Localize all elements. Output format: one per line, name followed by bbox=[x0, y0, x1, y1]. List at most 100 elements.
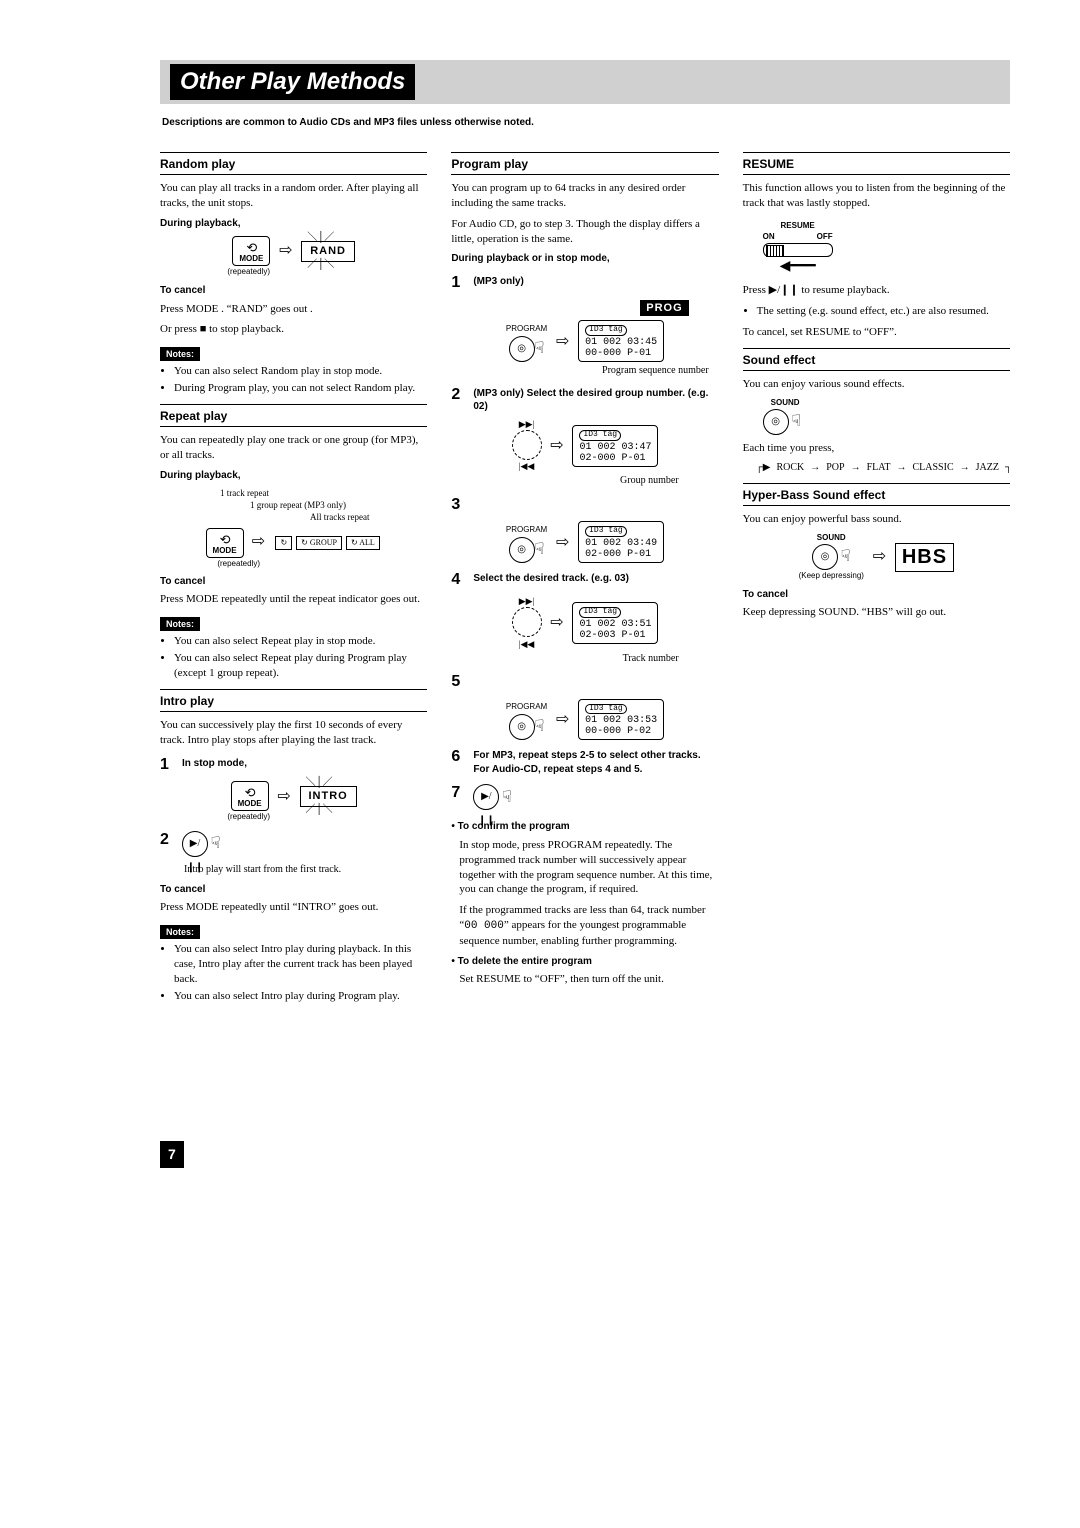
repeat-note-1: You can also select Repeat play in stop … bbox=[174, 634, 427, 649]
mode-label: MODE bbox=[238, 799, 262, 808]
sound-label: SOUND bbox=[799, 533, 864, 544]
hand-icon: ☟ bbox=[791, 411, 801, 433]
program-step-1: 1 (MP3 only) bbox=[451, 272, 718, 294]
all-box: ↻ ALL bbox=[346, 536, 380, 550]
arrow-icon: ⇨ bbox=[550, 612, 563, 634]
lcd-5: ID3 tag 01 002 03:53 00-000 P-02 bbox=[578, 699, 664, 741]
confirm-code: 00 000 bbox=[464, 920, 504, 932]
program-button-icon: ◎ bbox=[509, 336, 535, 362]
sound-heading: Sound effect bbox=[743, 348, 1010, 371]
program-s6-text: For MP3, repeat steps 2-5 to select othe… bbox=[473, 746, 718, 776]
arrow-icon: ⇨ bbox=[556, 532, 569, 554]
lcd-2: ID3 tag 01 002 03:47 02-000 P-01 bbox=[572, 425, 658, 467]
sound-button-icon: ◎ bbox=[812, 544, 838, 570]
intro-step-2: 2 ▶/❙❙ ☟ bbox=[160, 829, 427, 857]
lcd-line: 00-000 P-01 bbox=[585, 348, 651, 359]
notes-label: Notes: bbox=[160, 347, 200, 361]
arrow-icon: ⇨ bbox=[277, 786, 290, 808]
step-number: 2 bbox=[160, 829, 176, 851]
mode-button-icon: ⟲ MODE bbox=[232, 236, 270, 266]
delete-t: Set RESUME to “OFF”, then turn off the u… bbox=[451, 972, 718, 987]
repeat-l1: 1 track repeat bbox=[220, 488, 269, 498]
s6b: For Audio-CD, repeat steps 4 and 5. bbox=[473, 764, 642, 775]
confirm-h: • To confirm the program bbox=[451, 820, 718, 834]
page-intro: Descriptions are common to Audio CDs and… bbox=[162, 116, 1010, 130]
id3-tag: ID3 tag bbox=[585, 704, 627, 715]
program-label: PROGRAM bbox=[506, 525, 547, 534]
repeat-during: During playback, bbox=[160, 469, 427, 483]
program-step-4: 4 Select the desired track. (e.g. 03) bbox=[451, 569, 718, 591]
keep-depressing: (Keep depressing) bbox=[799, 571, 864, 582]
id3-tag: ID3 tag bbox=[585, 325, 627, 336]
intro-heading: Intro play bbox=[160, 689, 427, 712]
intro-notes-list: You can also select Intro play during pl… bbox=[160, 942, 427, 1003]
flow-classic: CLASSIC bbox=[913, 462, 954, 473]
resume-off: OFF bbox=[817, 232, 833, 243]
intro-step1-text: In stop mode, bbox=[182, 754, 427, 771]
intro-step2-cap: Intro play will start from the first tra… bbox=[184, 863, 427, 877]
play-pause-icon: ▶/❙❙ bbox=[182, 831, 208, 857]
hand-icon: ☟ bbox=[535, 539, 545, 561]
cap-1: Program sequence number bbox=[451, 364, 708, 378]
resume-cancel: To cancel, set RESUME to “OFF”. bbox=[743, 325, 1010, 340]
mode-label: MODE bbox=[239, 254, 263, 263]
program-label: PROGRAM bbox=[506, 702, 547, 711]
arrow-icon: ⇨ bbox=[550, 435, 563, 457]
arrow-icon: ⇨ bbox=[279, 240, 292, 262]
step-number: 2 bbox=[451, 384, 467, 406]
lcd-line: 02-000 P-01 bbox=[585, 549, 651, 560]
intro-figure: ⟲ MODE ⇨ ＼│／ INTRO ／│＼ (repeatedly) bbox=[160, 781, 427, 823]
lcd-line: 01 002 03:45 bbox=[585, 337, 657, 348]
random-desc: You can play all tracks in a random orde… bbox=[160, 181, 427, 211]
resume-bullets: The setting (e.g. sound effect, etc.) ar… bbox=[743, 304, 1010, 319]
hbs-display: HBS bbox=[895, 543, 954, 572]
page-title-bar: Other Play Methods bbox=[160, 60, 1010, 104]
resume-sw-title: RESUME bbox=[763, 221, 833, 232]
program-button-icon: ◎ bbox=[509, 537, 535, 563]
random-heading: Random play bbox=[160, 152, 427, 175]
play-pause-icon: ▶/❙❙ bbox=[473, 784, 499, 810]
hbs-desc: You can enjoy powerful bass sound. bbox=[743, 512, 1010, 527]
prog-badge: PROG bbox=[640, 300, 688, 317]
program-fig-4: ▶▶| |◀◀ ⇨ ID3 tag 01 002 03:51 02-003 P-… bbox=[451, 597, 718, 665]
hand-icon: ☟ bbox=[535, 716, 545, 738]
random-notes-list: You can also select Random play in stop … bbox=[160, 364, 427, 396]
step-number: 4 bbox=[451, 569, 467, 591]
program-heading: Program play bbox=[451, 152, 718, 175]
random-cancel-1: Press MODE . “RAND” goes out . bbox=[160, 302, 427, 317]
program-s1-text: (MP3 only) bbox=[473, 272, 718, 289]
hand-icon: ☟ bbox=[535, 338, 545, 360]
program-step-2: 2 (MP3 only) Select the desired group nu… bbox=[451, 384, 718, 414]
random-note-2: During Program play, you can not select … bbox=[174, 381, 427, 396]
confirm-t2: If the programmed tracks are less than 6… bbox=[451, 903, 718, 949]
content-columns: Random play You can play all tracks in a… bbox=[160, 144, 1010, 1010]
repeat-notes-list: You can also select Repeat play in stop … bbox=[160, 634, 427, 681]
repeatedly-label: (repeatedly) bbox=[70, 267, 427, 278]
page-title: Other Play Methods bbox=[170, 64, 415, 100]
lcd-3: ID3 tag 01 002 03:49 02-000 P-01 bbox=[578, 521, 664, 563]
repeat-cancel-t: Press MODE repeatedly until the repeat i… bbox=[160, 592, 427, 607]
program-desc1: You can program up to 64 tracks in any d… bbox=[451, 181, 718, 211]
mode-label: MODE bbox=[213, 546, 237, 555]
delete-h: • To delete the entire program bbox=[451, 955, 718, 969]
repeat-desc: You can repeatedly play one track or one… bbox=[160, 433, 427, 463]
column-2: Program play You can program up to 64 tr… bbox=[451, 144, 718, 1010]
random-during: During playback, bbox=[160, 217, 427, 231]
repeat-l3: All tracks repeat bbox=[220, 512, 369, 522]
program-step-5: 5 bbox=[451, 671, 718, 693]
program-fig-1: PROG PROGRAM ◎☟ ⇨ ID3 tag 01 002 03:45 0… bbox=[451, 300, 718, 378]
mode-button-icon: ⟲ MODE bbox=[231, 781, 269, 811]
lcd-line: 01 002 03:49 bbox=[585, 538, 657, 549]
program-desc2: For Audio CD, go to step 3. Though the d… bbox=[451, 217, 718, 247]
mode-button-icon: ⟲ MODE bbox=[206, 528, 244, 558]
lcd-line: 00-000 P-02 bbox=[585, 726, 651, 737]
intro-cancel-h: To cancel bbox=[160, 883, 427, 897]
lcd-1: ID3 tag 01 002 03:45 00-000 P-01 bbox=[578, 320, 664, 362]
lcd-line: 01 002 03:51 bbox=[579, 619, 651, 630]
repeat-boxes: ↻↻ GROUP↻ ALL bbox=[273, 537, 381, 547]
intro-cancel-t: Press MODE repeatedly until “INTRO” goes… bbox=[160, 900, 427, 915]
id3-tag: ID3 tag bbox=[585, 526, 627, 537]
intro-desc: You can successively play the first 10 s… bbox=[160, 718, 427, 748]
hand-icon: ☟ bbox=[502, 787, 512, 809]
program-step-3: 3 bbox=[451, 494, 718, 516]
